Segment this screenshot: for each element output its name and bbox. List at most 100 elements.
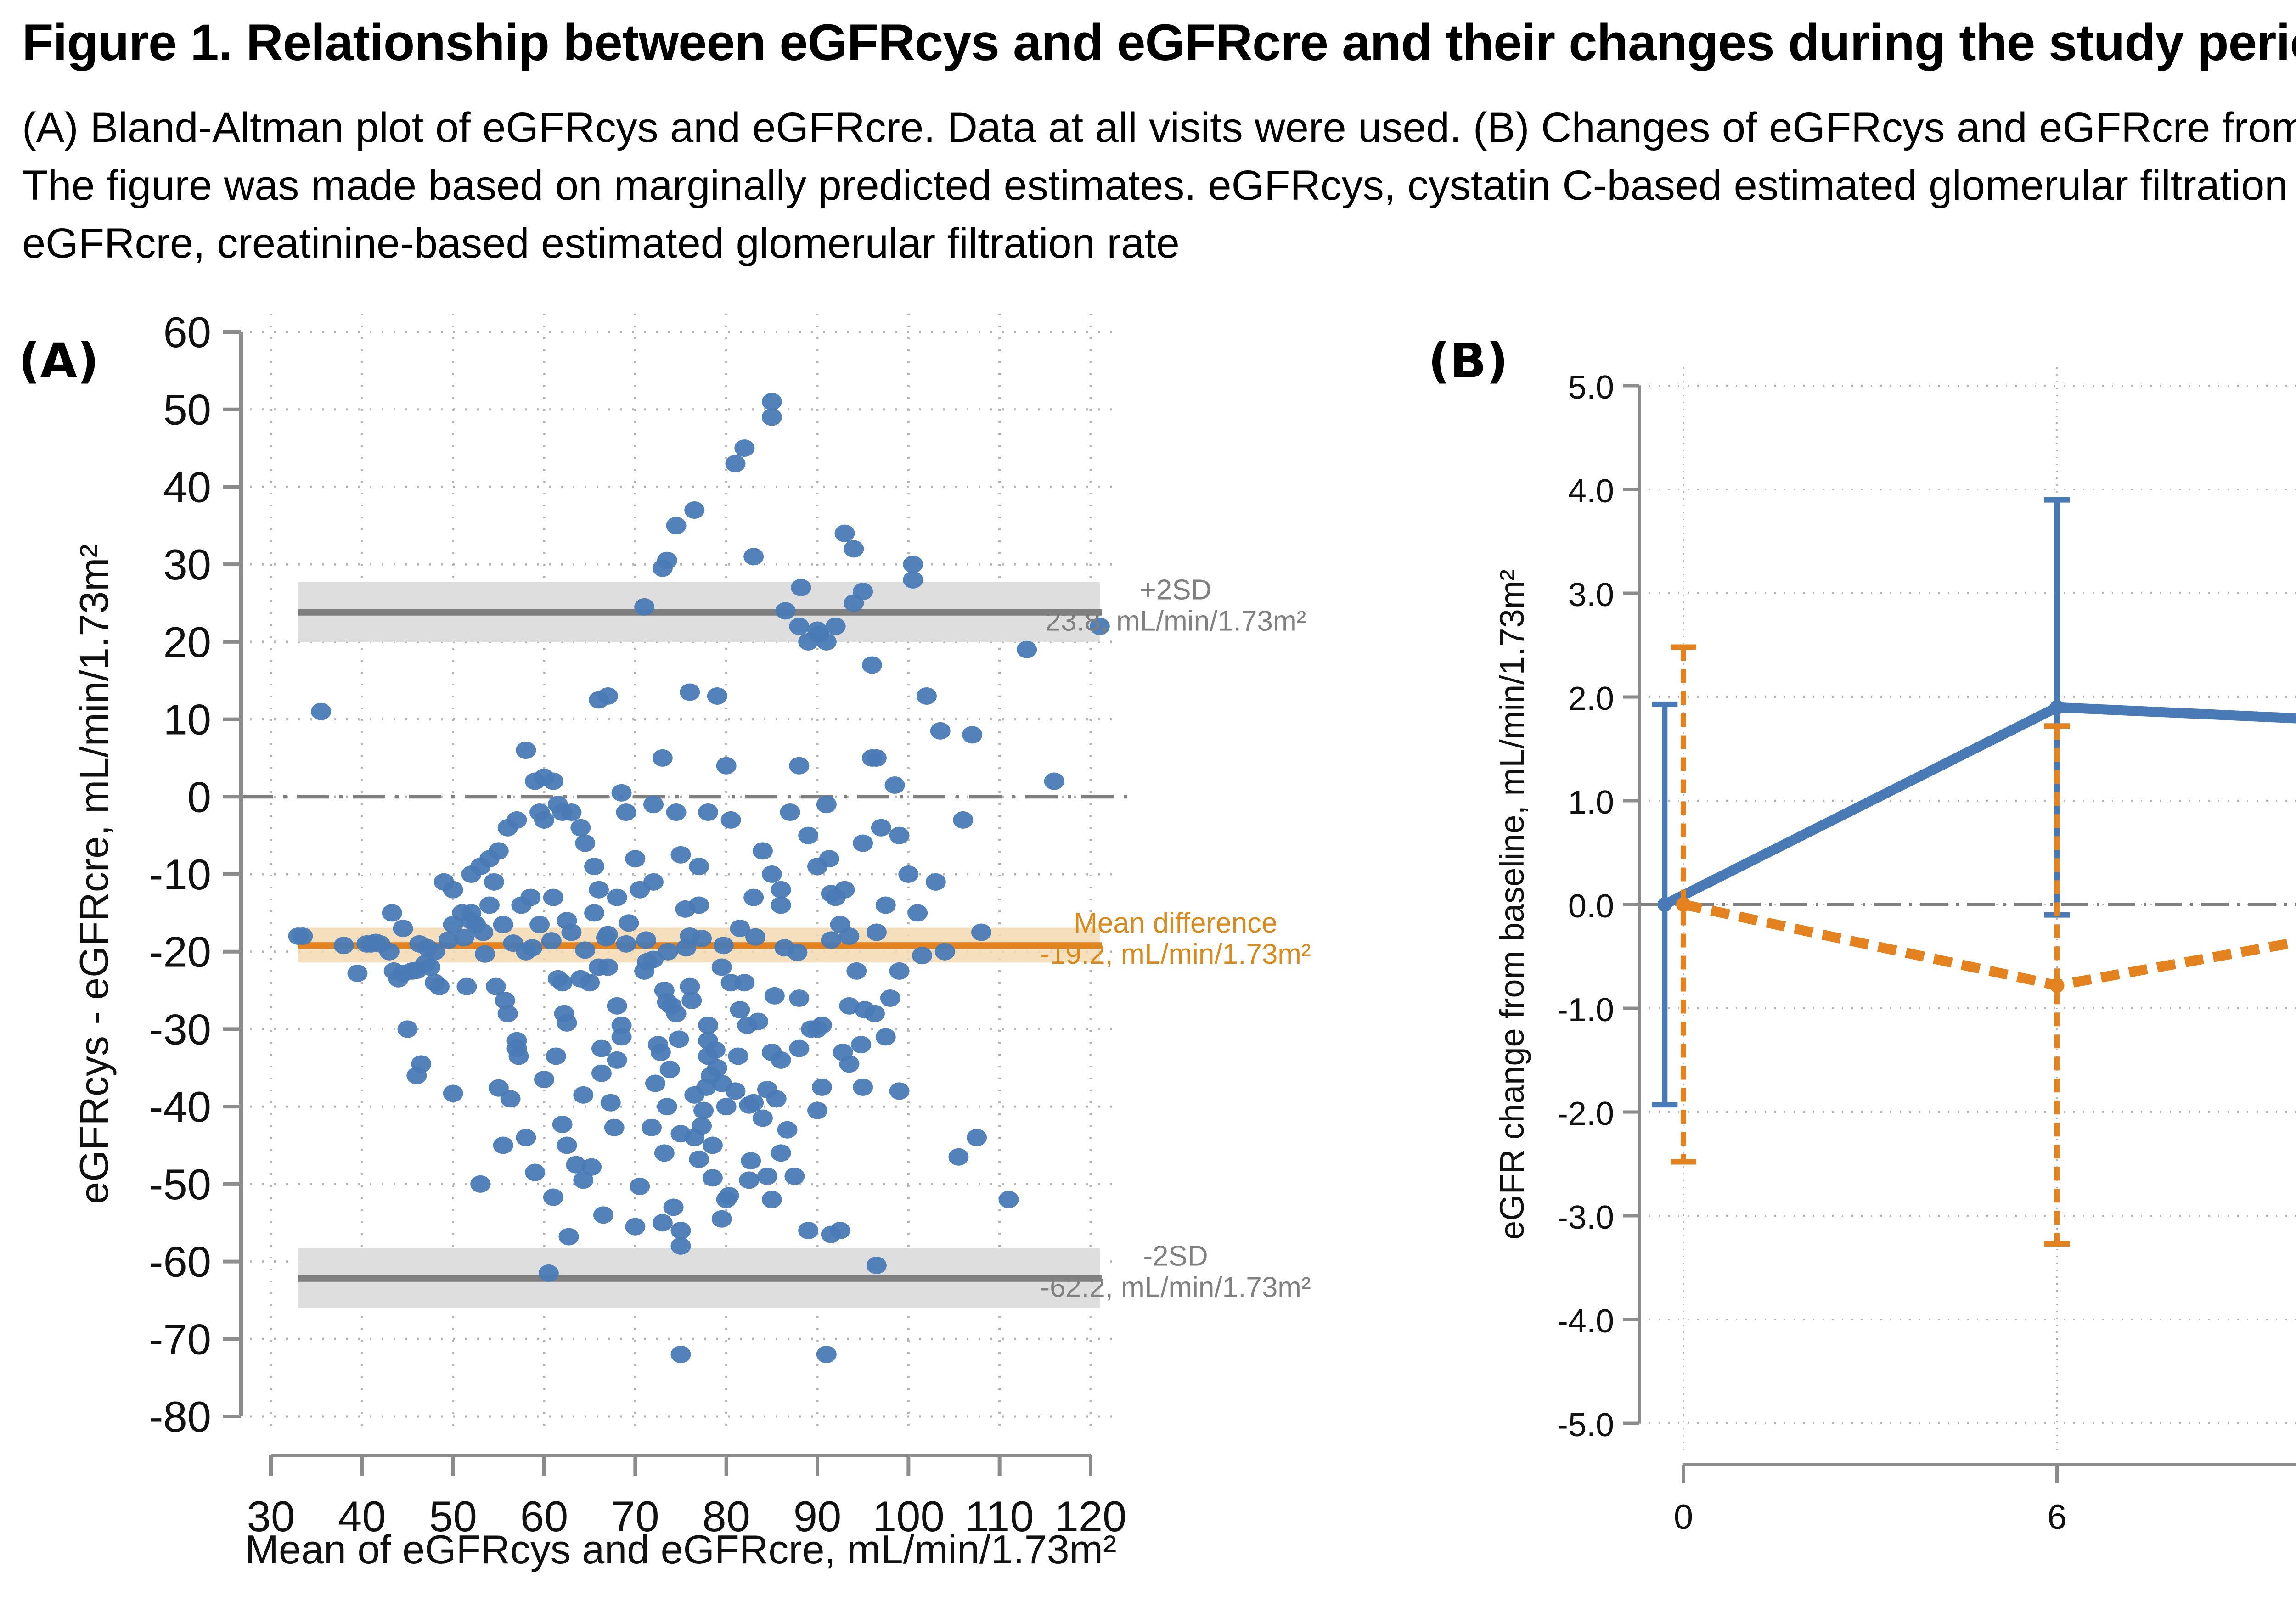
- scatter-point: [684, 501, 705, 519]
- scatter-point: [809, 625, 829, 643]
- x-tick-label: 110: [965, 1492, 1034, 1540]
- scatter-point: [676, 939, 697, 957]
- x-tick-label: 6: [2047, 1498, 2066, 1537]
- scatter-point: [780, 803, 800, 821]
- scatter-point: [525, 1163, 546, 1181]
- scatter-point: [761, 393, 782, 410]
- scatter-point: [652, 1214, 673, 1232]
- scatter-point: [558, 1228, 579, 1246]
- data-point-eGFRcre: [1676, 897, 1691, 912]
- scatter-point: [670, 846, 691, 864]
- scatter-point: [557, 1136, 577, 1154]
- y-tick-label: -10: [149, 850, 211, 899]
- scatter-point: [830, 1222, 850, 1240]
- scatter-point: [702, 1136, 723, 1154]
- scatter-point: [411, 1055, 432, 1073]
- scatter-point: [711, 958, 732, 976]
- reference-label--2SD-value: -62.2, mL/min/1.73m²: [1040, 1272, 1311, 1303]
- scatter-point: [864, 1005, 885, 1022]
- scatter-point: [597, 687, 618, 705]
- scatter-point: [589, 881, 609, 899]
- scatter-point: [508, 1047, 529, 1065]
- scatter-point: [787, 944, 808, 961]
- scatter-point: [470, 1175, 491, 1193]
- y-tick-label: 60: [163, 308, 211, 356]
- scatter-point: [666, 803, 687, 821]
- scatter-point: [833, 1044, 853, 1062]
- scatter-point: [670, 1237, 691, 1255]
- scatter-point: [397, 1020, 418, 1038]
- scatter-point: [716, 757, 737, 775]
- scatter-point: [630, 1177, 650, 1195]
- scatter-point: [666, 517, 687, 534]
- scatter-point: [573, 1171, 594, 1189]
- scatter-point: [584, 904, 605, 922]
- scatter-point: [443, 1084, 463, 1102]
- y-tick-label: -80: [149, 1393, 211, 1441]
- scatter-point: [546, 1047, 566, 1065]
- scatter-point: [853, 1078, 873, 1096]
- scatter-point: [659, 1061, 680, 1079]
- scatter-point: [597, 958, 618, 976]
- scatter-point: [500, 1090, 521, 1108]
- scatter-point: [625, 1218, 646, 1236]
- scatter-point: [853, 834, 873, 852]
- scatter-point: [534, 1071, 554, 1089]
- y-tick-label: 1.0: [1568, 784, 1614, 821]
- scatter-point: [771, 896, 791, 914]
- scatter-point: [791, 579, 811, 596]
- scatter-point: [493, 1136, 513, 1154]
- scatter-point: [619, 914, 639, 932]
- scatter-point: [616, 935, 636, 953]
- scatter-point: [616, 803, 636, 821]
- scatter-point: [816, 796, 837, 814]
- scatter-point: [534, 811, 554, 829]
- scatter-point: [811, 1016, 832, 1034]
- series-line-eGFRcre: [1682, 899, 2296, 991]
- scatter-point: [570, 819, 591, 837]
- y-tick-label: -5.0: [1557, 1407, 1614, 1444]
- scatter-point: [593, 1206, 613, 1224]
- scatter-point: [789, 989, 810, 1007]
- scatter-point: [771, 1051, 791, 1069]
- scatter-point: [429, 977, 450, 995]
- scatter-point: [506, 811, 527, 829]
- scatter-point: [825, 888, 846, 906]
- scatter-point: [584, 858, 605, 876]
- scatter-point: [484, 873, 504, 891]
- data-point-eGFRcys: [1657, 897, 1672, 912]
- scatter-point: [333, 937, 354, 955]
- scatter-point: [971, 923, 991, 941]
- y-tick-label: -3.0: [1557, 1199, 1614, 1236]
- x-tick-label: 50: [429, 1492, 477, 1540]
- scatter-point: [580, 974, 600, 992]
- scatter-point: [658, 943, 678, 961]
- scatter-point: [866, 1257, 887, 1275]
- scatter-point: [725, 1082, 746, 1100]
- scatter-point: [420, 958, 441, 976]
- scatter-point: [643, 873, 664, 891]
- scatter-point: [636, 931, 657, 949]
- scatter-point: [705, 1041, 726, 1059]
- scatter-point: [443, 881, 463, 899]
- scatter-point: [1044, 772, 1064, 790]
- scatter-point: [761, 865, 782, 883]
- scatter-point: [753, 842, 773, 860]
- y-tick-label: 0.0: [1568, 888, 1614, 925]
- scatter-point: [581, 1158, 602, 1176]
- scatter-point: [456, 977, 477, 995]
- scatter-point: [552, 1115, 573, 1133]
- data-point-eGFRcre: [2049, 978, 2065, 993]
- scatter-point: [934, 943, 955, 961]
- y-tick-label: 50: [163, 386, 211, 434]
- scatter-point: [663, 1198, 684, 1216]
- scatter-point: [607, 997, 627, 1015]
- reference-label-+2SD-top: +2SD: [1140, 574, 1212, 606]
- scatter-point: [379, 943, 400, 961]
- scatter-point: [757, 1167, 777, 1185]
- reference-label--2SD-top: -2SD: [1143, 1241, 1208, 1272]
- scatter-point: [591, 1039, 612, 1057]
- scatter-point: [761, 1191, 782, 1208]
- scatter-point: [417, 939, 438, 957]
- x-tick-label: 0: [1674, 1498, 1693, 1537]
